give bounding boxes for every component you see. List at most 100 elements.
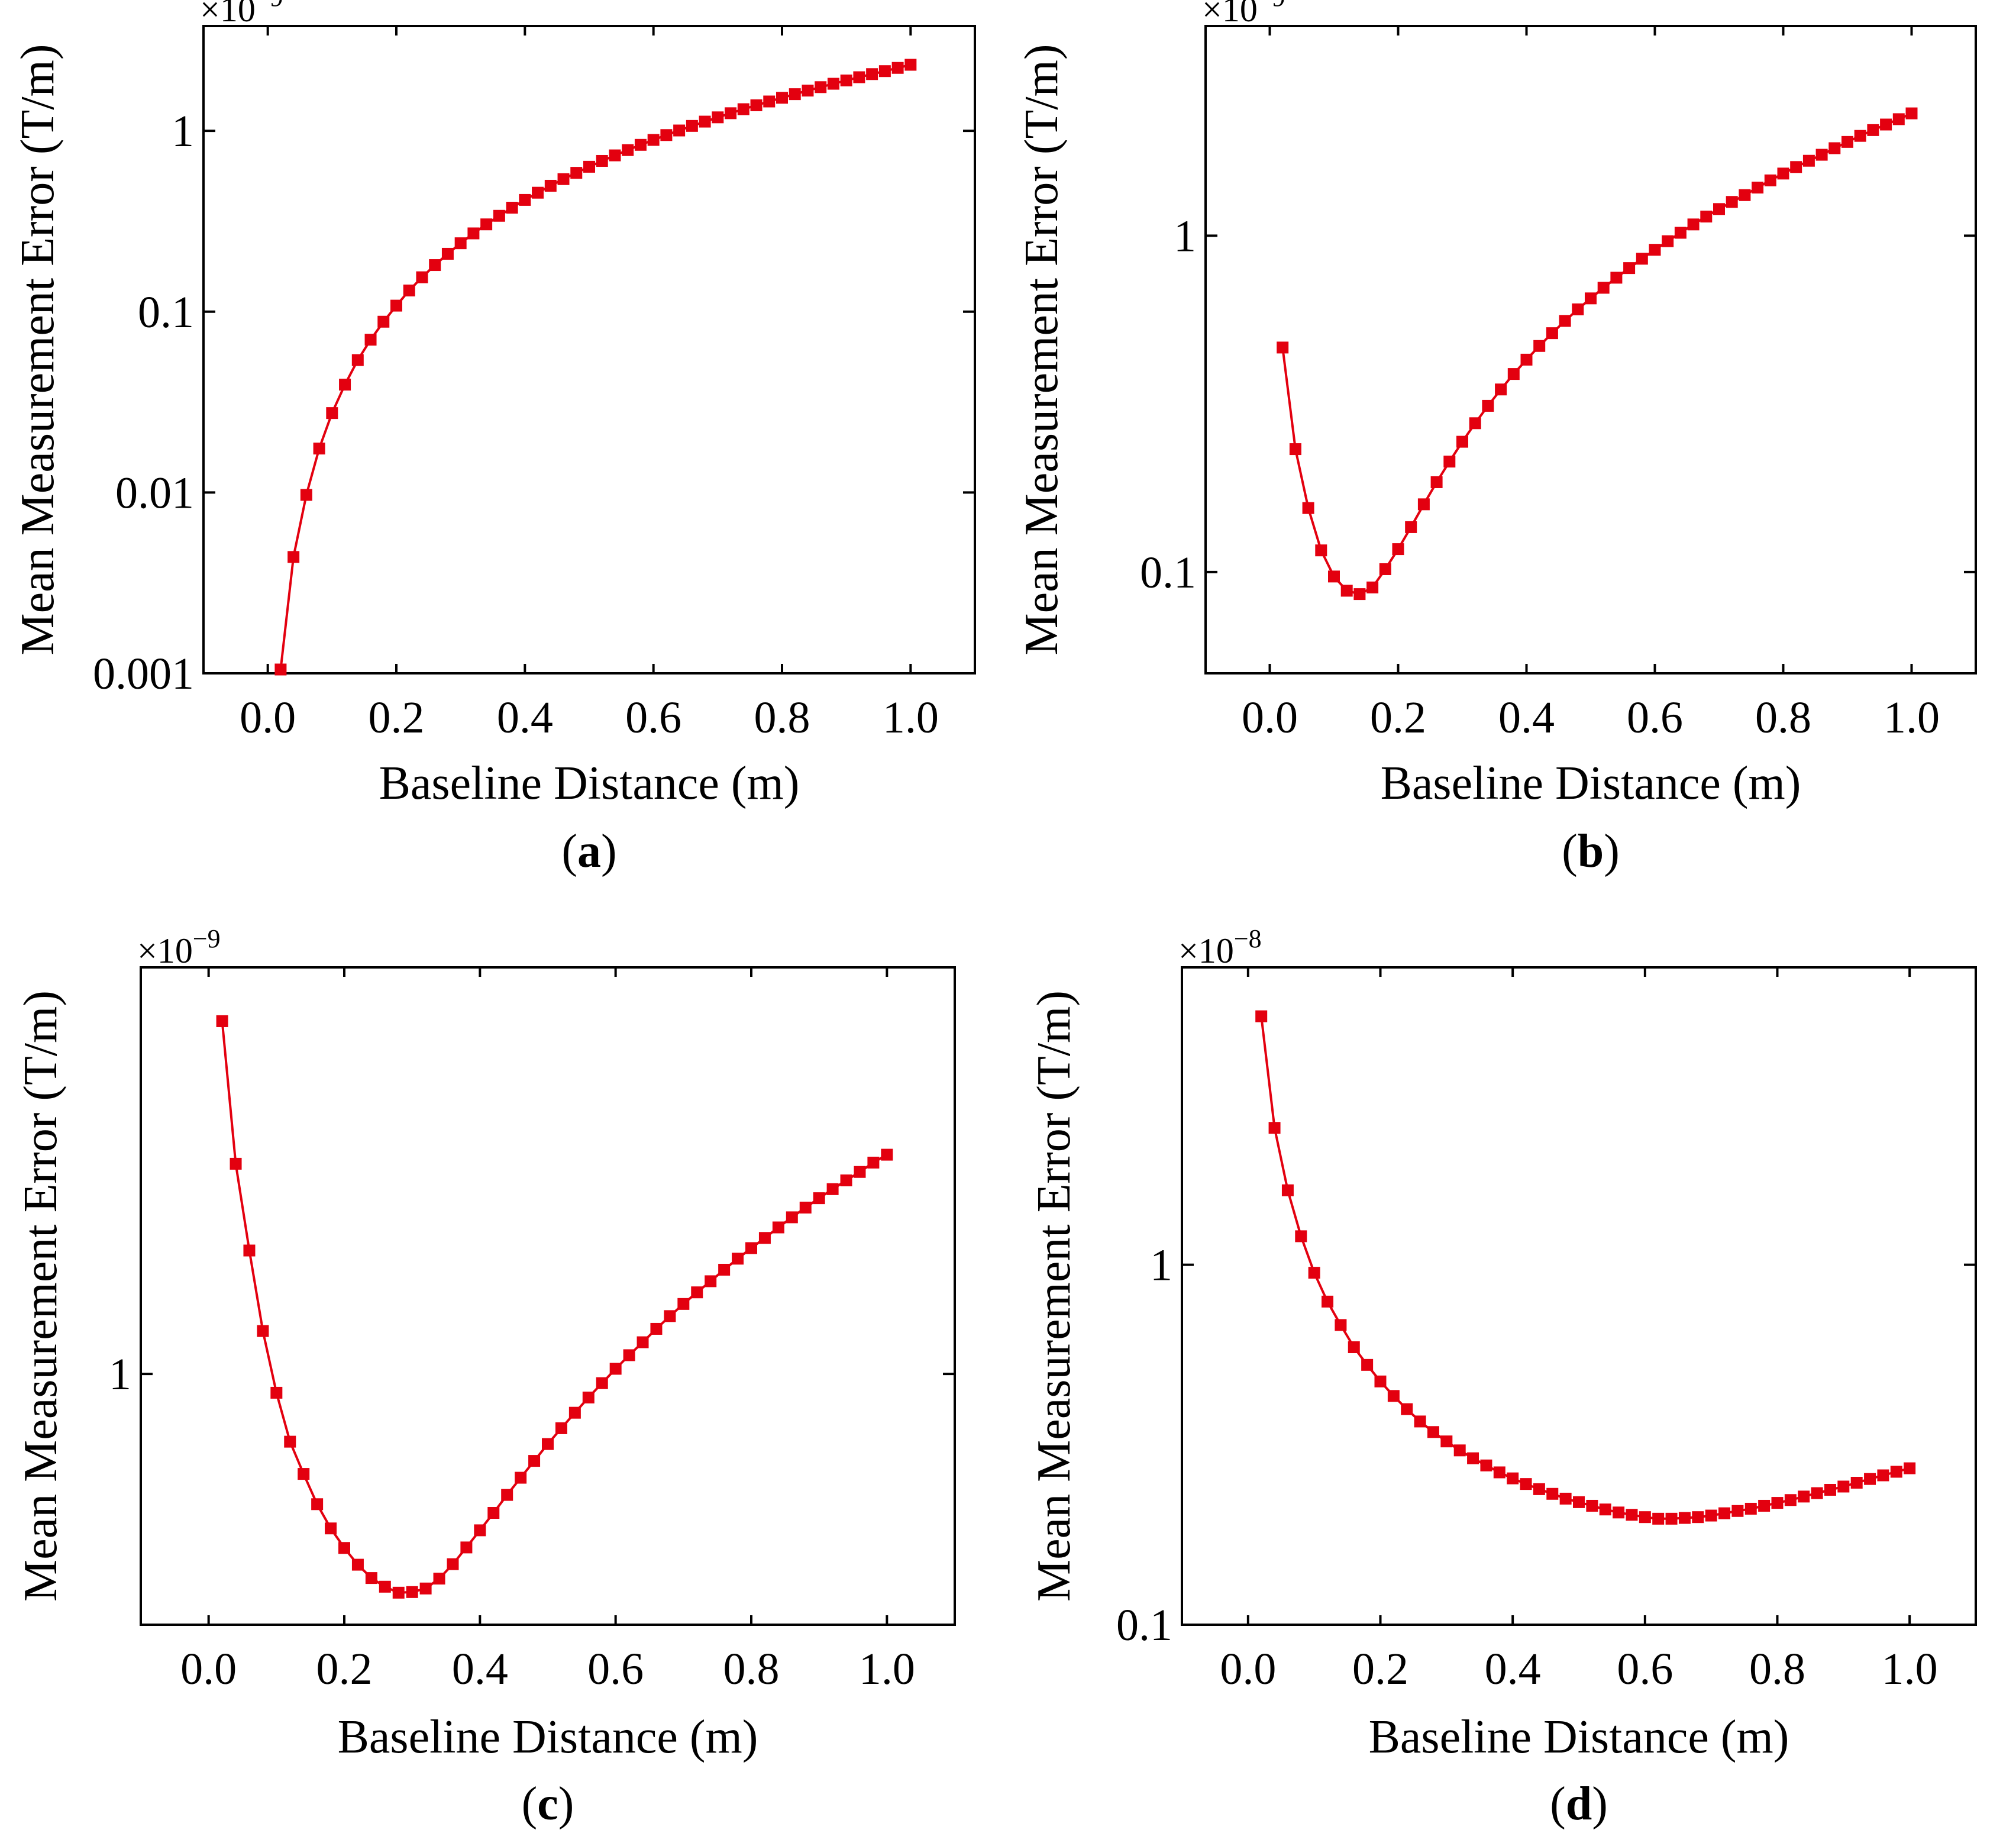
data-point [1520,353,1533,366]
data-point [460,1541,473,1554]
data-point [718,1263,731,1276]
data-point [441,247,454,260]
data-point [1427,1426,1439,1438]
data-point [758,1232,771,1244]
data-point [650,1322,663,1335]
data-point [1572,303,1584,315]
data-point [1837,1480,1850,1493]
caption-letter: c [537,1778,558,1830]
data-point [1348,1341,1360,1354]
data-point [1662,235,1674,247]
data-point [1340,585,1353,597]
exponent-power: −9 [256,0,283,12]
x-tick-label: 1.0 [859,1644,915,1694]
data-point [1824,1483,1836,1496]
y-axis-label: Mean Measurement Error (T/m) [1016,44,1068,656]
y-tick-label: 0.1 [138,288,194,337]
data-point [1726,196,1738,208]
data-point [1771,1497,1784,1509]
data-point [1507,1472,1519,1484]
y-tick-label: 1 [109,1350,131,1399]
y-tick-label: 0.001 [93,649,194,699]
data-point [1302,502,1314,514]
data-point [1328,570,1340,583]
plot-frame [1204,25,1977,674]
data-point [270,1386,283,1399]
data-point [1864,1473,1876,1485]
exponent-power: −9 [1258,0,1285,12]
data-point [827,78,839,90]
data-point [622,144,634,156]
data-point [419,1582,432,1595]
data-point [1802,154,1815,167]
data-point [1828,142,1841,154]
data-point [1546,1487,1559,1500]
caption-paren-left: ( [561,825,577,877]
caption-paren-left: ( [1550,1778,1566,1830]
data-point [1335,1319,1347,1331]
data-point [634,138,647,151]
x-tick-label: 0.2 [1370,693,1426,743]
data-point [403,284,415,296]
data-point [647,134,660,146]
data-point [568,1406,581,1419]
panel-caption: (a) [561,825,616,877]
x-tick-label: 0.0 [240,693,296,743]
data-point [544,179,557,192]
data-point [1904,1462,1916,1474]
data-point [1700,210,1713,222]
data-point [1649,244,1661,256]
data-point [1811,1487,1823,1499]
data-point [1731,1505,1744,1517]
data-point [1597,282,1610,294]
data-point [257,1325,269,1337]
data-point [1533,340,1546,352]
data-point [351,1558,364,1571]
data-point [582,1392,595,1404]
x-tick-label: 1.0 [1883,693,1940,743]
x-tick-label: 0.0 [1242,693,1298,743]
data-point [1652,1512,1665,1525]
y-tick-label: 0.01 [115,468,194,518]
exponent-label: ×10−9 [200,0,283,29]
data-point [1623,262,1636,275]
data-point [763,95,776,108]
data-point [596,1377,608,1389]
data-point [1533,1483,1545,1495]
x-tick-label: 0.8 [754,693,810,743]
data-point [705,1275,717,1287]
data-point [813,1192,825,1205]
data-point [230,1157,242,1170]
data-point [609,149,621,162]
data-point [1255,1010,1268,1022]
exponent-power: −9 [193,924,221,953]
data-point [447,1558,459,1570]
x-tick-label: 0.8 [1755,693,1811,743]
data-point [1665,1512,1678,1525]
data-point [1315,544,1327,557]
data-point [1687,218,1700,231]
data-point [1289,443,1301,456]
x-axis-label: Baseline Distance (m) [1369,1711,1789,1763]
caption-paren-left: ( [1562,825,1578,877]
data-point [542,1438,554,1450]
data-point [1777,167,1789,180]
data-point [1739,189,1751,201]
data-point [1387,1390,1400,1402]
data-point [1268,1122,1281,1134]
x-tick-label: 0.4 [1498,693,1555,743]
y-axis-label: Mean Measurement Error (T/m) [12,44,64,656]
data-point [326,407,338,419]
data-point [1744,1502,1757,1515]
data-point [1639,1511,1651,1524]
data-point [1361,1358,1374,1371]
data-point [1559,1492,1572,1505]
data-point [1784,1494,1797,1506]
data-point [480,218,493,231]
data-point [802,85,814,97]
data-point [557,173,570,185]
data-point [429,259,441,272]
plot-frame [140,966,956,1626]
data-point [867,1156,880,1169]
y-tick-label: 1 [172,106,194,156]
